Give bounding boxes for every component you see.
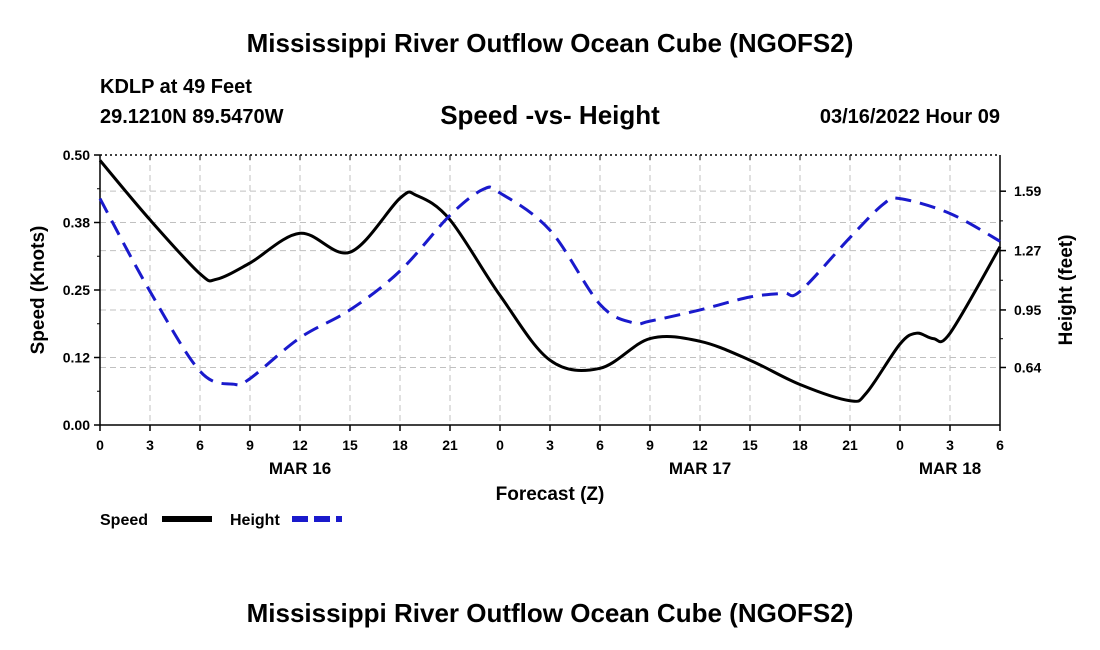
x-tick-label: 21: [442, 437, 458, 453]
chart-subtitle: Speed -vs- Height: [440, 100, 660, 130]
x-tick-label: 6: [596, 437, 604, 453]
date-label: MAR 18: [919, 459, 981, 478]
y2-tick-label: 0.95: [1014, 302, 1041, 318]
y2-tick-label: 0.64: [1014, 359, 1041, 375]
x-tick-label: 15: [342, 437, 358, 453]
x-tick-label: 3: [146, 437, 154, 453]
legend-label-speed: Speed: [100, 512, 148, 529]
legend-label-height: Height: [230, 512, 280, 529]
y2-tick-label: 1.59: [1014, 183, 1041, 199]
y2-axis-title: Height (feet): [1056, 235, 1077, 346]
x-tick-label: 6: [196, 437, 204, 453]
y-tick-label: 0.50: [63, 147, 90, 163]
station-coordinates: 29.1210N 89.5470W: [100, 106, 284, 128]
x-tick-label: 12: [292, 437, 308, 453]
y-tick-label: 0.25: [63, 282, 90, 298]
x-tick-label: 0: [496, 437, 504, 453]
x-tick-label: 9: [246, 437, 254, 453]
x-tick-label: 12: [692, 437, 708, 453]
y-axis-title: Speed (Knots): [28, 226, 49, 355]
x-tick-label: 18: [392, 437, 408, 453]
speed-series-line: [98, 159, 1002, 403]
date-label: MAR 17: [669, 459, 731, 478]
height-series-line: [98, 185, 1001, 387]
x-tick-label: 3: [546, 437, 554, 453]
date-label: MAR 16: [269, 459, 331, 478]
footer-title: Mississippi River Outflow Ocean Cube (NG…: [246, 598, 854, 628]
x-tick-label: 9: [646, 437, 654, 453]
x-axis-title: Forecast (Z): [496, 484, 605, 505]
y-tick-label: 0.12: [63, 350, 90, 366]
y-tick-label: 0.38: [63, 215, 90, 231]
x-tick-label: 0: [96, 437, 104, 453]
x-tick-label: 3: [946, 437, 954, 453]
y-tick-label: 0.00: [63, 417, 90, 433]
x-tick-label: 0: [896, 437, 904, 453]
x-tick-label: 21: [842, 437, 858, 453]
chart-title: Mississippi River Outflow Ocean Cube (NG…: [246, 28, 854, 58]
station-label: KDLP at 49 Feet: [100, 76, 252, 98]
forecast-datetime: 03/16/2022 Hour 09: [819, 106, 1000, 128]
x-tick-label: 6: [996, 437, 1004, 453]
x-tick-label: 15: [742, 437, 758, 453]
x-tick-label: 18: [792, 437, 808, 453]
y2-tick-label: 1.27: [1014, 243, 1041, 259]
